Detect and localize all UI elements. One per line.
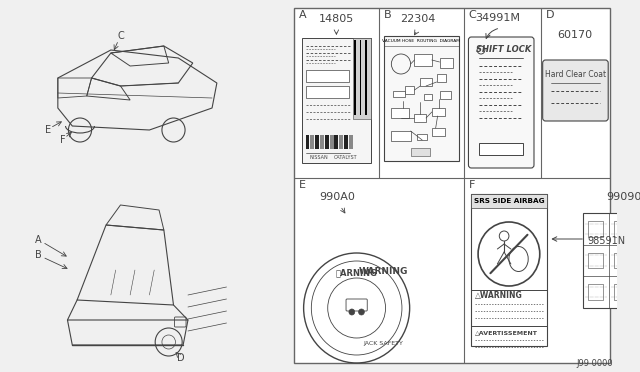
Text: NISSAN: NISSAN [309, 155, 328, 160]
FancyBboxPatch shape [393, 91, 405, 97]
FancyBboxPatch shape [471, 194, 547, 208]
Text: F: F [468, 180, 475, 190]
FancyBboxPatch shape [315, 135, 319, 149]
FancyBboxPatch shape [305, 135, 309, 149]
FancyBboxPatch shape [365, 40, 367, 115]
FancyBboxPatch shape [325, 135, 329, 149]
FancyBboxPatch shape [479, 143, 524, 155]
Text: 99090: 99090 [606, 192, 640, 202]
FancyBboxPatch shape [344, 135, 348, 149]
Text: F: F [60, 135, 65, 145]
Text: 34991M: 34991M [475, 13, 520, 23]
FancyBboxPatch shape [294, 8, 610, 363]
Text: WARNING: WARNING [358, 266, 408, 276]
FancyBboxPatch shape [349, 135, 353, 149]
FancyBboxPatch shape [420, 78, 432, 86]
FancyBboxPatch shape [415, 54, 432, 66]
FancyBboxPatch shape [320, 135, 324, 149]
FancyBboxPatch shape [432, 108, 445, 116]
FancyBboxPatch shape [471, 194, 547, 346]
FancyBboxPatch shape [405, 86, 415, 94]
Text: SRS SIDE AIRBAG: SRS SIDE AIRBAG [474, 198, 544, 204]
Circle shape [358, 309, 364, 315]
Text: C: C [468, 10, 476, 20]
Text: J99 0000: J99 0000 [577, 359, 613, 369]
Text: A: A [299, 10, 307, 20]
FancyBboxPatch shape [360, 40, 362, 115]
FancyBboxPatch shape [310, 135, 314, 149]
Text: D: D [177, 353, 185, 363]
Text: 990A0: 990A0 [319, 192, 355, 202]
FancyBboxPatch shape [356, 40, 358, 115]
Text: E: E [45, 125, 51, 135]
Text: CATALYST: CATALYST [333, 155, 357, 160]
FancyBboxPatch shape [362, 40, 364, 115]
Text: 22304: 22304 [399, 14, 435, 24]
FancyBboxPatch shape [391, 131, 411, 141]
FancyBboxPatch shape [440, 91, 451, 99]
FancyBboxPatch shape [383, 36, 459, 161]
Text: E: E [299, 180, 306, 190]
FancyBboxPatch shape [415, 114, 426, 122]
Text: 14805: 14805 [319, 14, 354, 24]
FancyBboxPatch shape [305, 70, 349, 82]
FancyBboxPatch shape [339, 135, 343, 149]
Text: SHIFT LOCK: SHIFT LOCK [476, 45, 532, 54]
FancyBboxPatch shape [583, 213, 640, 308]
FancyBboxPatch shape [440, 58, 453, 68]
FancyBboxPatch shape [417, 134, 427, 140]
FancyBboxPatch shape [391, 108, 409, 118]
FancyBboxPatch shape [411, 148, 430, 156]
FancyBboxPatch shape [330, 135, 333, 149]
Text: JACK SAFETY: JACK SAFETY [364, 340, 403, 346]
FancyBboxPatch shape [335, 135, 339, 149]
FancyBboxPatch shape [353, 38, 371, 119]
FancyBboxPatch shape [432, 128, 445, 136]
FancyBboxPatch shape [354, 40, 356, 115]
FancyBboxPatch shape [424, 94, 432, 100]
Text: 98591N: 98591N [587, 236, 625, 246]
Text: 60170: 60170 [557, 30, 592, 40]
Text: A: A [35, 235, 42, 245]
FancyBboxPatch shape [636, 214, 640, 244]
Text: B: B [35, 250, 42, 260]
FancyBboxPatch shape [301, 38, 371, 163]
FancyBboxPatch shape [636, 246, 640, 275]
FancyBboxPatch shape [468, 37, 534, 168]
Text: VACUUM HOSE  ROUTING  DIAGRAM: VACUUM HOSE ROUTING DIAGRAM [382, 39, 460, 43]
FancyBboxPatch shape [305, 86, 349, 98]
Text: △AVERTISSEMENT: △AVERTISSEMENT [475, 330, 538, 335]
Text: C: C [117, 31, 124, 41]
FancyBboxPatch shape [368, 40, 370, 115]
Text: B: B [383, 10, 391, 20]
Text: △WARNING: △WARNING [475, 291, 523, 300]
Text: ᏇARNING: ᏇARNING [336, 269, 378, 278]
FancyBboxPatch shape [543, 60, 608, 121]
FancyBboxPatch shape [436, 74, 446, 82]
Text: Hard Clear Coat: Hard Clear Coat [545, 70, 606, 79]
Circle shape [349, 309, 355, 315]
Text: D: D [545, 10, 554, 20]
